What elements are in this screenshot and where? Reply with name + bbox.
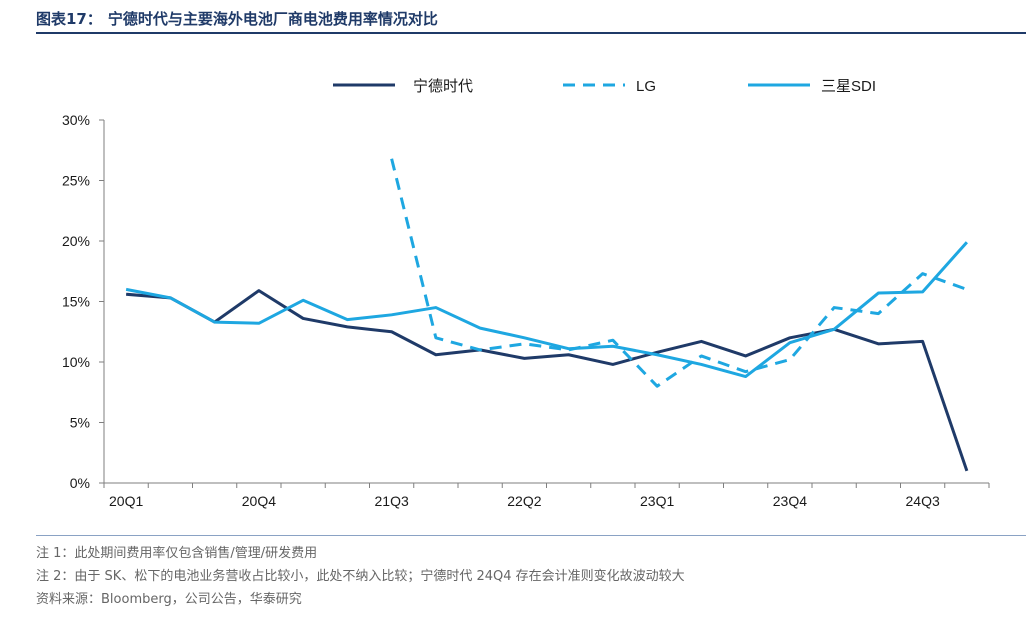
y-tick-label: 0%: [70, 475, 90, 491]
note-1: 注 1：此处期间费用率仅包含销售/管理/研发费用: [36, 546, 318, 561]
series-line-0: [126, 289, 969, 472]
y-tick-label: 25%: [62, 173, 90, 189]
figure-title: 图表17： 宁德时代与主要海外电池厂商电池费用率情况对比: [36, 8, 438, 29]
x-tick-label: 23Q1: [640, 493, 674, 509]
x-tick-label: 20Q4: [242, 493, 276, 509]
x-tick-label: 24Q3: [906, 493, 940, 509]
source-note: 资料来源：Bloomberg，公司公告，华泰研究: [36, 592, 302, 607]
x-tick-label: 20Q1: [109, 493, 143, 509]
legend-label-2: 三星SDI: [821, 78, 876, 95]
y-tick-label: 30%: [62, 112, 90, 128]
note-2: 注 2：由于 SK、松下的电池业务营收占比较小，此处不纳入比较；宁德时代 24Q…: [36, 569, 685, 584]
legend-label-1: LG: [636, 78, 656, 95]
series-line-2: [125, 241, 968, 379]
y-tick-label: 15%: [62, 294, 90, 310]
y-tick-label: 20%: [62, 233, 90, 249]
line-chart: 0% 5% 10% 15% 20% 25% 30% 20Q1 20Q4 21Q3 22Q2 23Q1 2…: [62, 77, 990, 509]
x-tick-label: 23Q4: [773, 493, 807, 509]
legend-label-0: 宁德时代: [413, 77, 473, 95]
y-tick-label: 5%: [70, 415, 90, 431]
series-line-1: [390, 158, 968, 388]
figure-label: 图表17：: [36, 10, 102, 28]
figure-header: 图表17： 宁德时代与主要海外电池厂商电池费用率情况对比: [36, 6, 1026, 34]
x-tick-label: 21Q3: [375, 493, 409, 509]
y-tick-label: 10%: [62, 354, 90, 370]
figure-footer: 注 1：此处期间费用率仅包含销售/管理/研发费用 注 2：由于 SK、松下的电池…: [36, 535, 1026, 611]
x-tick-label: 22Q2: [507, 493, 541, 509]
figure-title-text: 宁德时代与主要海外电池厂商电池费用率情况对比: [107, 10, 438, 28]
